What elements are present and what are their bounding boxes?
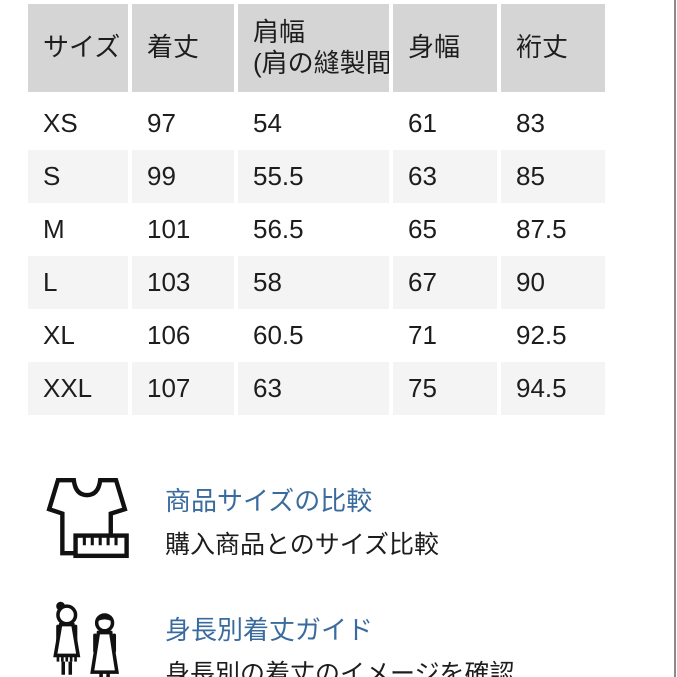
size-cell: XS [43,107,78,138]
link-text-block: 商品サイズの比較 購入商品とのサイズ比較 [165,474,439,561]
value-cell: 94.5 [497,362,605,415]
size-cell: XXL [28,362,130,415]
people-height-icon [53,601,119,677]
table-row-m: M 101 56.5 65 87.5 [28,203,605,256]
product-size-compare-title[interactable]: 商品サイズの比較 [165,486,373,516]
value-cell: 87.5 [497,203,605,256]
table-row-xl: XL 106 60.5 71 92.5 [28,309,605,362]
header-sleeve-length: 裄丈 [497,0,605,97]
value-cell: 65 [389,203,499,256]
value-cell: 56.5 [234,203,391,256]
value-cell: 75 [389,362,499,415]
header-chest-width: 身幅 [389,0,499,97]
value-cell: 106 [128,309,236,362]
height-length-guide-title[interactable]: 身長別着丈ガイド [165,615,374,645]
table-row-l: L 103 58 67 90 [28,256,605,309]
size-chart-table: サイズ 着丈 肩幅 (肩の縫製間) 身幅 裄丈 XS 97 54 61 83 S… [28,0,605,415]
tshirt-ruler-icon [46,477,129,559]
size-cell: L [28,256,130,309]
header-body-length-label: 着丈 [147,32,200,63]
table-row-s: S 99 55.5 63 85 [28,150,605,203]
value-cell: 63 [389,150,499,203]
size-cell: XL [43,319,75,350]
screen-right-border [674,0,676,677]
header-shoulder-width-sublabel: (肩の縫製間) [253,48,391,78]
value-cell: 97 [128,94,236,150]
header-size: サイズ [28,0,130,97]
value-cell: 58 [234,256,391,309]
size-cell: S [28,150,130,203]
size-cell: M [43,213,65,244]
value-cell: 60.5 [234,309,391,362]
link-text-block: 身長別着丈ガイド 身長別の着丈のイメージを確認 [165,600,515,677]
header-size-label: サイズ [43,32,121,63]
value-cell: 83 [497,94,605,150]
height-length-guide-link[interactable]: 身長別着丈ガイド 身長別の着丈のイメージを確認 [43,600,515,677]
value-cell: 67 [389,256,499,309]
value-cell: 101 [128,203,236,256]
header-shoulder-width-label: 肩幅 [253,16,306,47]
header-body-length: 着丈 [128,0,236,97]
value-cell: 90 [497,256,605,309]
value-cell: 85 [497,150,605,203]
value-cell: 61 [389,94,499,150]
value-cell: 54 [234,94,391,150]
product-size-compare-subtitle: 購入商品とのサイズ比較 [165,531,440,559]
value-cell: 99 [128,150,236,203]
header-sleeve-length-label: 裄丈 [516,32,569,63]
product-size-compare-link[interactable]: 商品サイズの比較 購入商品とのサイズ比較 [43,474,439,562]
table-row-xxl: XXL 107 63 75 94.5 [28,362,605,415]
value-cell: 55.5 [234,150,391,203]
table-row-xs: XS 97 54 61 83 [28,94,605,150]
value-cell: 103 [128,256,236,309]
table-header-row: サイズ 着丈 肩幅 (肩の縫製間) 身幅 裄丈 [28,0,605,97]
value-cell: 63 [234,362,391,415]
height-length-guide-subtitle: 身長別の着丈のイメージを確認 [165,660,515,677]
header-chest-width-label: 身幅 [408,32,461,63]
value-cell: 107 [128,362,236,415]
value-cell: 92.5 [497,309,605,362]
header-shoulder-width: 肩幅 (肩の縫製間) [234,0,391,97]
value-cell: 71 [389,309,499,362]
